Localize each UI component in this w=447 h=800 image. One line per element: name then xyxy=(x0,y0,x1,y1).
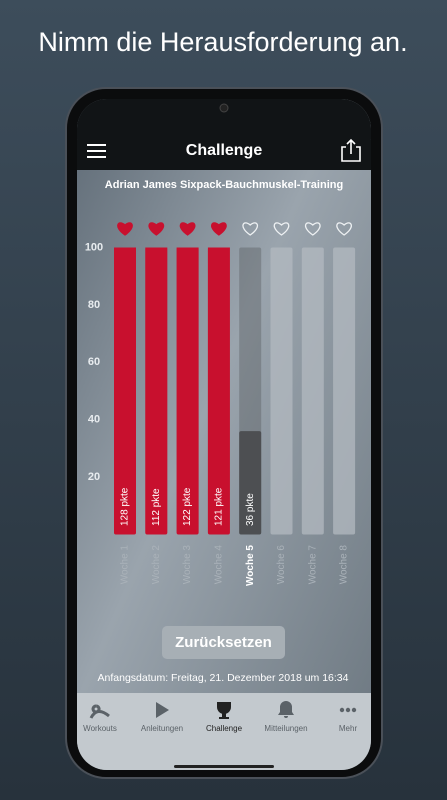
bar-track xyxy=(176,247,199,535)
bar xyxy=(145,247,168,535)
header-title: Challenge xyxy=(186,142,263,159)
bar-track xyxy=(270,247,293,535)
chart-title: Adrian James Sixpack-Bauchmuskel-Trainin… xyxy=(105,179,343,191)
bar-track xyxy=(239,247,262,535)
bar-track xyxy=(207,247,230,535)
tab-icon xyxy=(217,702,231,719)
value-label: 36 pkte xyxy=(245,493,256,526)
value-label: 122 pkte xyxy=(182,487,193,526)
reset-button[interactable] xyxy=(162,626,285,659)
bar-track xyxy=(301,247,324,535)
tab-icon xyxy=(278,701,294,718)
tab-icon xyxy=(89,704,110,719)
camera xyxy=(219,103,229,113)
bar-track xyxy=(114,247,136,535)
heart-icon xyxy=(179,222,196,236)
start-date: Anfangsdatum: Freitag, 21. Dezember 2018… xyxy=(98,672,349,684)
heart-icon xyxy=(336,222,352,236)
tab-icon xyxy=(351,707,357,713)
chart: 20 40 60 80 100 128 pkte Woche 1 112 pkte Woche … xyxy=(85,222,356,586)
x-tick-label: Woche 1 xyxy=(120,545,131,585)
x-tick-label: Woche 4 xyxy=(214,545,225,585)
y-tick-label: 20 xyxy=(88,471,100,483)
tabs: Workouts Anleitungen Challenge Mitteilungen… xyxy=(83,701,357,733)
tab-label[interactable]: Mehr xyxy=(339,724,358,733)
heart-icon xyxy=(117,222,133,236)
tab-label[interactable]: Anleitungen xyxy=(141,724,183,733)
home-indicator xyxy=(174,765,274,768)
share-icon[interactable] xyxy=(341,138,361,162)
bar xyxy=(239,431,262,535)
heart-icon xyxy=(305,222,321,236)
x-tick-label: Woche 5 xyxy=(245,545,256,586)
heart-icon xyxy=(148,222,165,236)
y-tick-label: 80 xyxy=(88,299,100,311)
bar-track xyxy=(333,247,356,535)
bar-track xyxy=(145,247,168,535)
x-tick-label: Woche 8 xyxy=(339,545,350,585)
bar xyxy=(176,247,199,535)
bar xyxy=(114,247,136,535)
tab-icon xyxy=(339,707,345,713)
y-tick-label: 60 xyxy=(88,356,100,368)
promo-text: Nimm die Herausforderung an. xyxy=(38,27,407,57)
x-tick-label: Woche 7 xyxy=(307,545,318,585)
plot-area xyxy=(114,247,262,535)
menu-icon[interactable] xyxy=(87,144,106,158)
reset-label[interactable]: Zurücksetzen xyxy=(175,634,272,651)
value-label: 128 pkte xyxy=(120,487,131,526)
tab-label[interactable]: Workouts xyxy=(83,724,117,733)
value-label: 112 pkte xyxy=(151,488,162,526)
tab-label[interactable]: Challenge xyxy=(206,724,243,733)
y-tick-label: 100 xyxy=(85,241,103,253)
bar xyxy=(207,247,230,535)
y-tick-label: 40 xyxy=(88,414,100,426)
x-tick-label: Woche 3 xyxy=(182,545,193,585)
heart-icon xyxy=(242,222,258,236)
tab-bar xyxy=(77,693,371,770)
tab-icon xyxy=(156,702,169,718)
heart-icon xyxy=(273,222,290,236)
tab-label[interactable]: Mitteilungen xyxy=(264,724,307,733)
heart-icon xyxy=(211,222,227,236)
tab-icon xyxy=(345,707,351,713)
value-label: 121 pkte xyxy=(214,487,225,526)
x-tick-label: Woche 6 xyxy=(276,545,287,585)
x-tick-label: Woche 2 xyxy=(151,545,162,585)
